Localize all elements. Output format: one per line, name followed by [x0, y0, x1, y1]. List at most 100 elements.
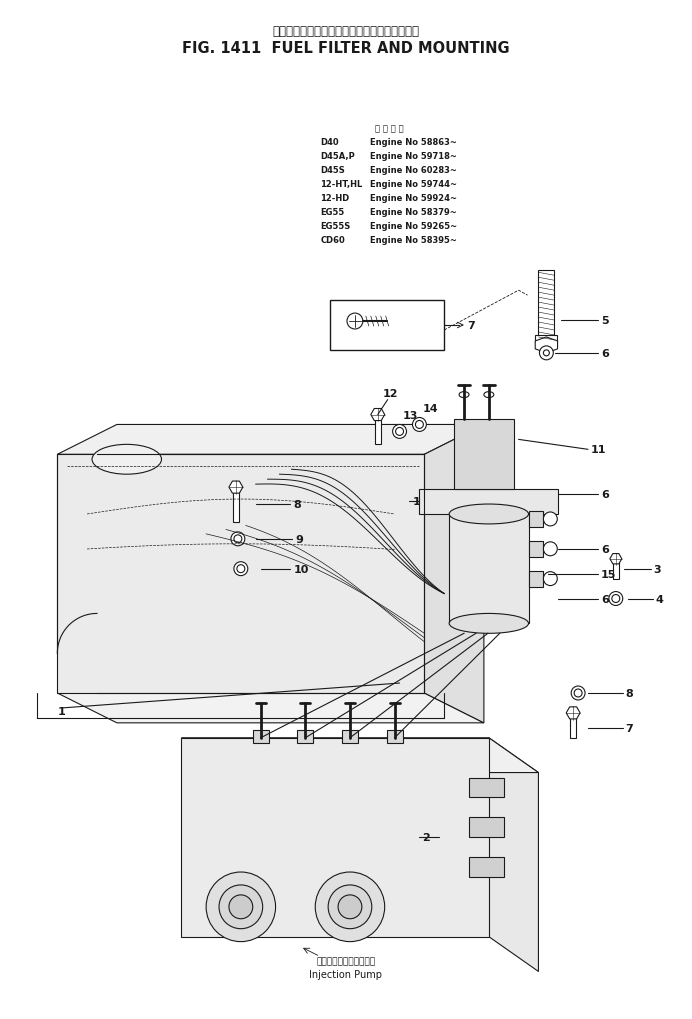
- Ellipse shape: [459, 392, 469, 398]
- Polygon shape: [536, 335, 557, 342]
- Text: FIG. 1411  FUEL FILTER AND MOUNTING: FIG. 1411 FUEL FILTER AND MOUNTING: [182, 41, 510, 55]
- Text: Engine No 59744~: Engine No 59744~: [370, 179, 457, 189]
- Polygon shape: [529, 541, 543, 557]
- Text: 8: 8: [626, 688, 633, 698]
- Text: 6: 6: [601, 544, 609, 554]
- Text: Engine No 59924~: Engine No 59924~: [370, 194, 457, 203]
- Circle shape: [571, 687, 585, 700]
- Text: 12-HT,HL: 12-HT,HL: [320, 179, 363, 189]
- Text: Injection Pump: Injection Pump: [309, 969, 383, 979]
- Circle shape: [328, 886, 372, 928]
- Text: D45S: D45S: [320, 166, 345, 174]
- Ellipse shape: [449, 613, 529, 634]
- Circle shape: [219, 886, 263, 928]
- Circle shape: [392, 425, 406, 439]
- Text: 15: 15: [601, 569, 617, 579]
- Text: D45A,P: D45A,P: [320, 152, 355, 161]
- Text: 13: 13: [403, 410, 418, 420]
- Text: 1: 1: [412, 496, 420, 506]
- Polygon shape: [613, 559, 619, 579]
- Circle shape: [543, 513, 557, 527]
- Polygon shape: [57, 693, 484, 723]
- Circle shape: [543, 572, 557, 586]
- Polygon shape: [424, 425, 484, 723]
- Text: フェエル　フィルタ　および　マウンティング: フェエル フィルタ および マウンティング: [273, 24, 419, 38]
- Circle shape: [229, 895, 253, 919]
- Circle shape: [396, 428, 403, 436]
- Circle shape: [540, 346, 554, 361]
- Ellipse shape: [92, 445, 161, 475]
- Text: 10: 10: [293, 565, 309, 574]
- Text: 12: 12: [383, 388, 398, 398]
- Text: Engine No 58395~: Engine No 58395~: [370, 235, 457, 245]
- Circle shape: [543, 542, 557, 556]
- Polygon shape: [610, 554, 622, 565]
- Text: 6: 6: [601, 594, 609, 604]
- Circle shape: [543, 351, 549, 357]
- Circle shape: [612, 595, 620, 603]
- Polygon shape: [535, 337, 558, 354]
- Polygon shape: [181, 738, 489, 936]
- Text: 7: 7: [626, 723, 633, 733]
- Circle shape: [237, 566, 245, 573]
- Text: CD60: CD60: [320, 235, 345, 245]
- Ellipse shape: [484, 392, 494, 398]
- Polygon shape: [566, 707, 580, 719]
- Text: Engine No 58379~: Engine No 58379~: [370, 208, 457, 216]
- Text: インジェクションポンプ: インジェクションポンプ: [316, 957, 376, 966]
- Polygon shape: [419, 489, 558, 515]
- Text: 適 用 車 種: 適 用 車 種: [375, 124, 404, 133]
- Polygon shape: [538, 271, 554, 340]
- Text: 4: 4: [655, 594, 664, 604]
- Polygon shape: [387, 730, 403, 743]
- Polygon shape: [229, 482, 243, 493]
- Circle shape: [234, 535, 242, 543]
- Text: 14: 14: [422, 404, 438, 413]
- Polygon shape: [454, 420, 513, 489]
- Circle shape: [412, 418, 426, 432]
- Polygon shape: [489, 738, 538, 971]
- Text: 9: 9: [295, 534, 303, 544]
- Polygon shape: [342, 730, 358, 743]
- Circle shape: [574, 689, 582, 697]
- Circle shape: [347, 314, 363, 330]
- Circle shape: [206, 872, 275, 942]
- Text: Engine No 60283~: Engine No 60283~: [370, 166, 457, 174]
- Text: 12-HD: 12-HD: [320, 194, 349, 203]
- Polygon shape: [375, 415, 381, 445]
- Polygon shape: [233, 488, 239, 523]
- Text: 6: 6: [601, 489, 609, 499]
- Ellipse shape: [449, 504, 529, 525]
- Circle shape: [415, 421, 424, 429]
- Polygon shape: [57, 454, 424, 693]
- Polygon shape: [529, 571, 543, 587]
- Text: 5: 5: [601, 316, 608, 326]
- Text: Engine No 59718~: Engine No 59718~: [370, 152, 457, 161]
- Polygon shape: [469, 857, 504, 877]
- Polygon shape: [298, 730, 313, 743]
- Text: 1: 1: [57, 706, 65, 716]
- Text: D40: D40: [320, 138, 339, 147]
- Circle shape: [231, 532, 245, 546]
- Polygon shape: [181, 738, 538, 772]
- Text: Engine No 58863~: Engine No 58863~: [370, 138, 457, 147]
- Polygon shape: [529, 512, 543, 528]
- Bar: [330, 301, 444, 351]
- Polygon shape: [253, 730, 268, 743]
- Text: 8: 8: [293, 499, 301, 510]
- Text: 7: 7: [467, 321, 475, 331]
- Text: EG55: EG55: [320, 208, 345, 216]
- Text: 6: 6: [601, 348, 609, 359]
- Text: Engine No 59265~: Engine No 59265~: [370, 221, 457, 230]
- Polygon shape: [57, 425, 484, 454]
- Text: EG55S: EG55S: [320, 221, 350, 230]
- Circle shape: [609, 592, 623, 606]
- Polygon shape: [469, 817, 504, 838]
- Circle shape: [316, 872, 385, 942]
- Polygon shape: [469, 777, 504, 798]
- Text: 2: 2: [422, 833, 430, 843]
- Circle shape: [338, 895, 362, 919]
- Polygon shape: [449, 515, 529, 624]
- Text: 11: 11: [591, 445, 606, 454]
- Polygon shape: [570, 713, 576, 738]
